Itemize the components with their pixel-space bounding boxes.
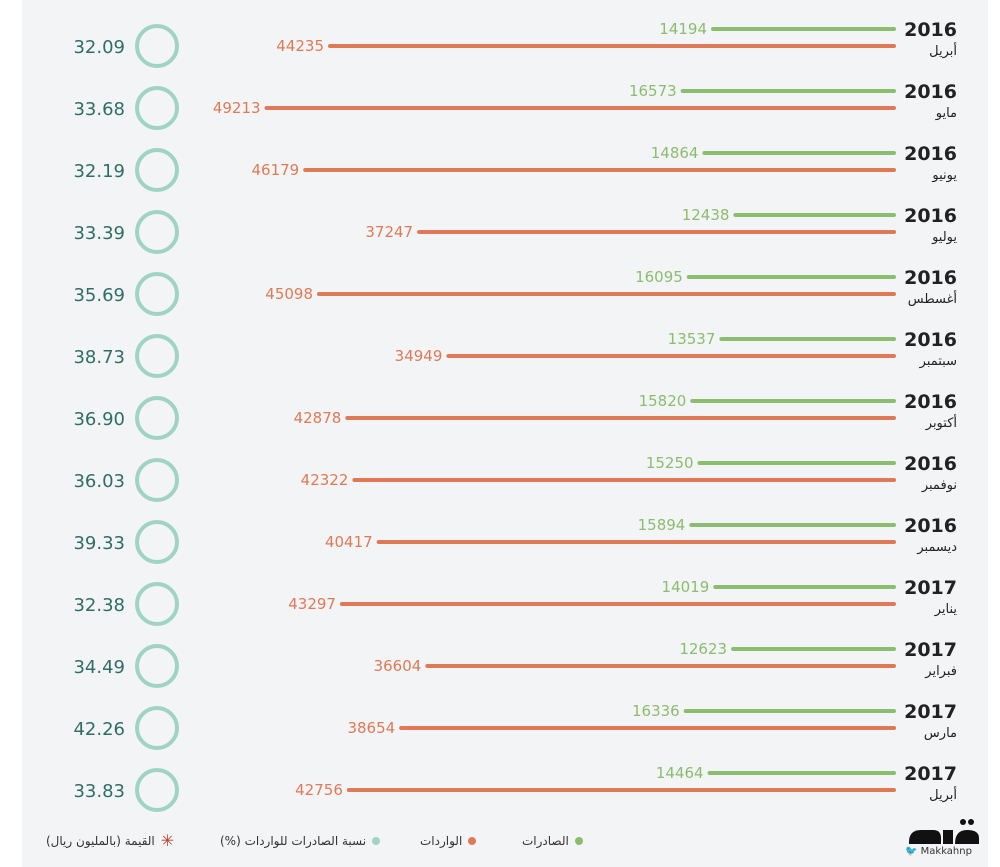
year-label: 2016: [904, 515, 957, 537]
logo-handle-text: Makkahnp: [920, 846, 972, 857]
imports-value-label: 42322: [301, 471, 349, 489]
year-label: 2016: [904, 267, 957, 289]
exports-value-label: 16336: [632, 702, 680, 720]
month-label: أبريل: [929, 786, 957, 803]
legend-imports-label: الواردات: [420, 834, 463, 848]
ratio-value-label: 32.19: [73, 161, 125, 182]
month-label: أبريل: [929, 42, 957, 59]
exports-value-label: 16573: [629, 82, 677, 100]
month-label: سبتمبر: [919, 354, 957, 369]
month-label: يوليو: [931, 230, 957, 245]
year-label: 2017: [904, 701, 957, 723]
month-label: أغسطس: [908, 290, 957, 307]
legend-imports-dot: [468, 837, 477, 845]
ratio-circle: [135, 24, 179, 68]
legend-exports: الصادرات: [522, 831, 583, 851]
ratio-circle: [135, 210, 179, 254]
legend-exports-dot: [574, 837, 583, 845]
ratio-value-label: 33.83: [73, 781, 125, 802]
year-label: 2016: [904, 205, 957, 227]
imports-value-label: 37247: [365, 223, 413, 241]
imports-value-label: 46179: [251, 161, 299, 179]
imports-value-label: 45098: [265, 285, 313, 303]
month-label: نوفمبر: [921, 478, 957, 493]
ratio-value-label: 34.49: [73, 657, 125, 678]
year-label: 2016: [904, 329, 957, 351]
ratio-circle: [135, 520, 179, 564]
year-label: 2016: [904, 391, 957, 413]
year-label: 2016: [904, 81, 957, 103]
year-label: 2016: [904, 19, 957, 41]
year-label: 2017: [904, 639, 957, 661]
exports-value-label: 14019: [662, 578, 710, 596]
imports-value-label: 49213: [213, 99, 261, 117]
exports-value-label: 15250: [646, 454, 694, 472]
legend-ratio-label: نسبة الصادرات للواردات (%): [220, 834, 367, 848]
ratio-circle: [135, 272, 179, 316]
month-label: فبراير: [924, 664, 957, 679]
year-label: 2016: [904, 143, 957, 165]
legend-exports-label: الصادرات: [522, 834, 569, 848]
exports-value-label: 15820: [639, 392, 687, 410]
exports-value-label: 15894: [638, 516, 686, 534]
ratio-value-label: 36.90: [73, 409, 125, 430]
ratio-circle: [135, 582, 179, 626]
exports-value-label: 14194: [659, 20, 707, 38]
month-label: ديسمبر: [916, 540, 957, 555]
exports-value-label: 14864: [651, 144, 699, 162]
ratio-circle: [135, 768, 179, 812]
exports-value-label: 13537: [668, 330, 716, 348]
legend-value-label: القيمة (بالمليون ريال): [46, 834, 155, 848]
logo-handle: 🐦 Makkahnp: [905, 846, 972, 857]
legend-value: ✳ القيمة (بالمليون ريال): [46, 831, 174, 851]
imports-value-label: 42878: [294, 409, 342, 427]
ratio-value-label: 32.09: [73, 37, 125, 58]
month-label: أكتوبر: [925, 414, 957, 431]
ratio-circle: [135, 644, 179, 688]
ratio-value-label: 38.73: [73, 347, 125, 368]
legend-ratio: نسبة الصادرات للواردات (%): [220, 831, 381, 851]
ratio-value-label: 33.68: [73, 99, 125, 120]
ratio-value-label: 35.69: [73, 285, 125, 306]
month-label: مارس: [924, 726, 957, 741]
ratio-value-label: 42.26: [73, 719, 125, 740]
ratio-value-label: 36.03: [73, 471, 125, 492]
imports-value-label: 42756: [295, 781, 343, 799]
exports-value-label: 12438: [682, 206, 730, 224]
ratio-circle: [135, 148, 179, 192]
imports-value-label: 38654: [347, 719, 395, 737]
ratio-value-label: 39.33: [73, 533, 125, 554]
asterisk-icon: ✳: [160, 831, 175, 850]
ratio-value-label: 33.39: [73, 223, 125, 244]
makkah-logo: [909, 819, 979, 844]
ratio-circle: [135, 334, 179, 378]
month-label: مايو: [935, 106, 957, 121]
imports-value-label: 34949: [395, 347, 443, 365]
legend-imports: الواردات: [420, 831, 477, 851]
imports-value-label: 43297: [288, 595, 336, 613]
imports-value-label: 40417: [325, 533, 373, 551]
chart: 14194442352016أبريل32.0916573492132016ما…: [73, 19, 958, 812]
year-label: 2017: [904, 763, 957, 785]
ratio-circle: [135, 458, 179, 502]
month-label: يناير: [934, 602, 958, 617]
exports-value-label: 16095: [635, 268, 683, 286]
ratio-value-label: 32.38: [73, 595, 125, 616]
month-label: يونيو: [931, 168, 957, 183]
ratio-circle: [135, 86, 179, 130]
year-label: 2016: [904, 453, 957, 475]
exports-value-label: 12623: [679, 640, 727, 658]
ratio-circle: [135, 396, 179, 440]
exports-value-label: 14464: [656, 764, 704, 782]
ratio-circle: [135, 706, 179, 750]
twitter-bird-icon: 🐦: [905, 846, 918, 857]
chart-panel: 14194 44235 2016 أبريل 32.09 16573 49213 2016 ما…: [22, 0, 988, 867]
year-label: 2017: [904, 577, 957, 599]
legend-ratio-dot: [372, 837, 381, 845]
imports-value-label: 36604: [374, 657, 422, 675]
imports-value-label: 44235: [276, 37, 324, 55]
